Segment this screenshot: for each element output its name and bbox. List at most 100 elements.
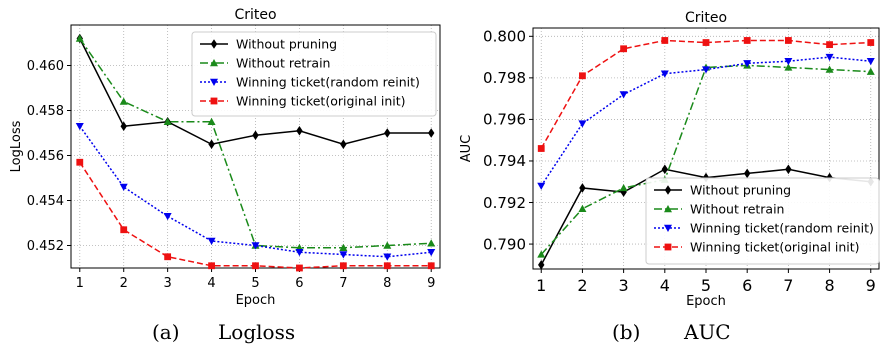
- auc-x-tick-label: 9: [866, 276, 876, 295]
- logloss-y-tick-label: 0.454: [27, 194, 64, 209]
- logloss-series-1-point: [296, 125, 303, 136]
- auc-x-tick-label: 8: [824, 276, 834, 295]
- logloss-series-3-point: [163, 213, 172, 221]
- caption-b-text: AUC: [684, 320, 731, 344]
- auc-series-4-point: [702, 39, 710, 46]
- logloss-series-3-point: [427, 249, 436, 257]
- logloss-series-3-point: [251, 242, 260, 250]
- auc-series-3-point: [825, 53, 834, 62]
- auc-x-tick-label: 7: [783, 276, 793, 295]
- logloss-series-4-point: [339, 262, 347, 270]
- auc-series-3-point: [784, 58, 793, 66]
- auc-series-4-point: [784, 37, 792, 44]
- logloss-series-2-point: [163, 117, 172, 125]
- auc-series-4-point: [537, 145, 545, 152]
- logloss-legend-marker-1: [210, 39, 218, 49]
- auc-series-4-point: [620, 45, 628, 53]
- logloss-series-1-point: [252, 130, 259, 141]
- logloss-series-2-point: [427, 239, 436, 247]
- caption-a-text: Logloss: [218, 320, 296, 344]
- auc-legend-label-2: Without retrain: [690, 202, 784, 217]
- auc-x-tick-label: 6: [742, 276, 752, 295]
- auc-series-2-point: [784, 63, 793, 71]
- auc-y-tick-label: 0.796: [483, 111, 526, 129]
- auc-y-tick-label: 0.798: [483, 69, 526, 87]
- auc-x-tick-label: 3: [619, 276, 629, 295]
- logloss-legend-marker-4: [210, 97, 218, 105]
- logloss-y-tick-label: 0.458: [27, 104, 64, 119]
- logloss-series-4-point: [120, 226, 128, 234]
- auc-series-3-point: [660, 70, 669, 78]
- logloss-y-axis-label: LogLoss: [9, 120, 24, 172]
- logloss-legend-label-3: Winning ticket(random reinit): [236, 75, 420, 90]
- auc-series-3-point: [619, 91, 628, 99]
- logloss-series-4-point: [208, 262, 215, 270]
- auc-y-tick-label: 0.794: [483, 152, 526, 170]
- logloss-series-4-point: [76, 158, 84, 166]
- auc-series-1-point: [785, 164, 792, 175]
- logloss-x-tick-label: 9: [427, 276, 435, 291]
- logloss-series-4-point: [252, 262, 259, 270]
- logloss-x-tick-label: 2: [120, 276, 128, 291]
- logloss-series-1-point: [208, 139, 215, 150]
- auc-legend-box: [645, 177, 880, 265]
- auc-series-line-2: [540, 64, 871, 255]
- logloss-series-4-point: [296, 264, 303, 272]
- auc-series-3-point: [702, 66, 710, 74]
- auc-legend-label-3: Winning ticket(random reinit): [690, 221, 874, 236]
- auc-series-2-point: [866, 67, 875, 75]
- auc-x-tick-label: 2: [577, 276, 587, 295]
- logloss-series-1-point: [384, 128, 391, 138]
- logloss-x-tick-label: 1: [76, 276, 84, 291]
- auc-series-4-point: [867, 39, 875, 46]
- caption-a-tag: (a): [152, 320, 180, 344]
- logloss-y-tick-label: 0.456: [27, 149, 64, 164]
- auc-legend-marker-4: [664, 243, 672, 251]
- auc-x-tick-label: 4: [660, 276, 670, 295]
- logloss-series-4-point: [427, 262, 435, 270]
- logloss-chart-title: Criteo: [234, 7, 276, 23]
- auc-series-1-point: [661, 164, 669, 175]
- logloss-series-3-point: [75, 123, 84, 131]
- auc-x-tick-label: 1: [536, 276, 546, 295]
- logloss-x-axis-label: Epoch: [236, 293, 276, 308]
- auc-y-axis-label: AUC: [459, 135, 474, 163]
- auc-x-tick-label: 5: [701, 276, 711, 295]
- auc-legend-marker-2: [664, 205, 672, 213]
- auc-y-tick-label: 0.800: [483, 28, 526, 46]
- logloss-x-tick-label: 5: [251, 276, 259, 291]
- logloss-y-tick-label: 0.460: [27, 59, 64, 74]
- logloss-series-4-point: [164, 253, 172, 261]
- logloss-series-2-point: [383, 241, 392, 249]
- auc-y-tick-label: 0.790: [483, 235, 526, 253]
- logloss-legend-label-4: Winning ticket(original init): [236, 94, 406, 109]
- auc-series-4-point: [579, 72, 586, 80]
- auc-series-4-point: [661, 37, 669, 44]
- auc-series-2-point: [825, 65, 834, 73]
- logloss-series-2-point: [119, 97, 128, 105]
- logloss-legend-label-1: Without pruning: [236, 37, 337, 52]
- auc-series-1-point: [579, 183, 586, 193]
- auc-series-1-point: [538, 260, 545, 270]
- auc-legend-marker-1: [664, 185, 672, 195]
- auc-series-2-point: [537, 250, 546, 258]
- auc-series-1-point: [743, 168, 751, 179]
- logloss-series-3-point: [295, 249, 304, 257]
- logloss-series-3-point: [207, 237, 216, 245]
- logloss-series-4-point: [383, 262, 391, 270]
- logloss-series-1-point: [428, 128, 435, 138]
- logloss-series-2-point: [339, 243, 348, 251]
- auc-legend-label-4: Winning ticket(original init): [690, 240, 860, 255]
- auc-series-3-point: [743, 60, 752, 68]
- logloss-legend-marker-3: [210, 78, 218, 86]
- auc-series-2-point: [578, 204, 587, 212]
- logloss-x-tick-label: 6: [295, 276, 303, 291]
- auc-series-4-point: [826, 41, 833, 49]
- logloss-x-tick-label: 7: [339, 276, 347, 291]
- auc-series-3-point: [866, 58, 875, 66]
- logloss-series-1-point: [120, 121, 127, 132]
- logloss-y-tick-label: 0.452: [27, 239, 64, 254]
- logloss-series-2-point: [75, 34, 84, 42]
- auc-series-4-point: [743, 37, 751, 44]
